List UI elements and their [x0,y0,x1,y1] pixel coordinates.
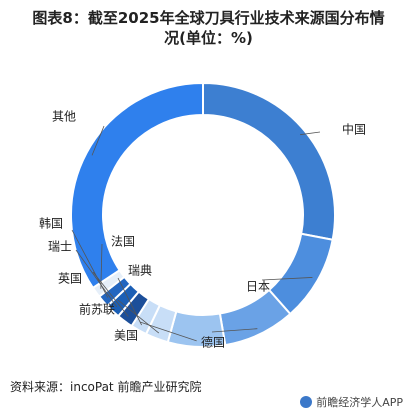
leader-line-日本 [261,277,313,281]
leader-line-韩国 [71,229,109,298]
brand-logo-icon [300,396,313,408]
leader-line-英国 [92,271,129,317]
label-德国: 德国 [201,335,225,350]
slice-其他 [70,81,204,290]
label-韩国: 韩国 [39,216,63,231]
slice-中国 [202,81,336,241]
leader-line-中国 [300,131,321,136]
source-note: 资料来源：incoPat 前瞻产业研究院 [10,380,202,394]
leader-line-德国 [211,328,258,333]
chart-title-line-1: 图表8：截至2025年全球刀具行业技术来源国分布情 [32,9,385,27]
label-其他: 其他 [52,110,76,124]
chart-title-line-2: 况(单位：%) [164,29,253,47]
brand-label: 前瞻经济学人APP [316,396,403,409]
label-法国: 法国 [111,235,135,249]
label-瑞典: 瑞典 [128,264,152,278]
leader-line-法国 [100,243,103,289]
leader-line-其他 [91,125,105,156]
label-前苏联: 前苏联 [79,302,115,317]
leader-line-前苏联 [117,299,160,334]
label-日本: 日本 [246,280,270,294]
label-英国: 英国 [58,272,82,286]
leader-line-瑞典 [117,277,142,326]
chart-title: 图表8：截至2025年全球刀具行业技术来源国分布情 况(单位：%) [0,8,417,48]
label-中国: 中国 [342,122,366,137]
label-瑞士: 瑞士 [48,240,72,254]
leader-line-瑞士 [75,249,118,308]
label-美国: 美国 [114,329,138,343]
brand-footer: 前瞻经济学人APP [300,394,403,410]
